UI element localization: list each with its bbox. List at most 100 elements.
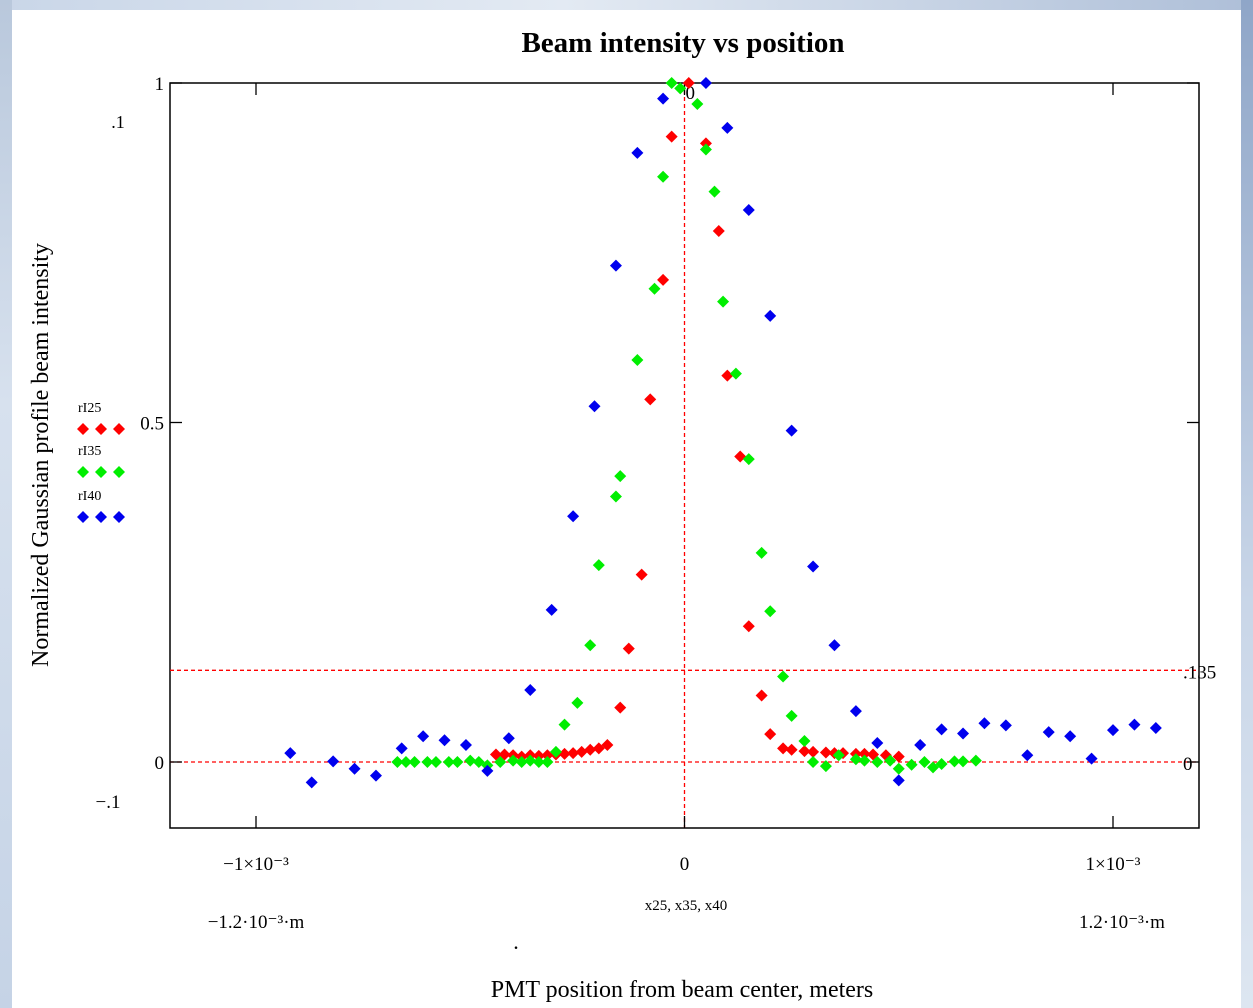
legend-marker [113,511,125,523]
data-point [588,400,601,413]
data-point [721,369,734,382]
x-variables-label: x25, x35, x40 [645,898,728,914]
data-point [584,639,597,652]
data-point [699,143,712,156]
data-point [708,185,721,198]
data-point [948,755,961,768]
x-tick-label-1: 0 [680,854,690,875]
data-point [918,756,931,768]
x-tick-label-2: 1×10⁻³ [1086,854,1141,875]
data-point [999,719,1012,732]
data-point [742,453,755,466]
data-point [777,742,790,755]
legend-marker [95,511,107,523]
data-point [892,762,905,775]
data-points [284,77,1162,789]
legend-label-rI35: rI35 [78,444,101,459]
data-point [395,742,408,755]
y-tick-label-0: 1 [155,74,165,95]
data-point [807,756,820,768]
data-point [755,689,768,702]
window-left-edge [0,0,12,1008]
data-point [622,642,635,655]
data-point [1085,752,1098,765]
data-point [691,98,704,111]
data-point [755,546,768,559]
series-rI25 [489,77,905,763]
data-point [515,756,528,768]
data-point [849,705,862,718]
data-point [892,750,905,763]
window-top-edge [0,0,1253,10]
data-point [832,749,845,762]
data-point [717,295,730,308]
data-point [699,77,712,89]
data-point [665,77,678,89]
data-point [884,754,897,767]
data-point [567,510,580,523]
placeholder-mark: . [514,936,518,953]
data-point [459,739,472,752]
data-point [798,745,811,758]
legend-marker [77,466,89,478]
legend-marker [95,466,107,478]
data-point [369,769,382,782]
legend-marker [113,466,125,478]
data-point [978,717,991,730]
data-point [571,696,584,709]
legend-marker [95,423,107,435]
data-point [764,309,777,322]
data-point [481,764,494,777]
data-point [567,747,580,760]
data-point [1128,718,1141,731]
data-point [549,745,562,758]
marker-lines: .135 0 0 [170,83,1216,828]
data-point [421,756,434,768]
legend: rI25 rI35 rI40 [77,401,125,523]
data-point [849,753,862,766]
data-point [575,745,588,758]
data-point [558,747,571,760]
data-point [614,701,627,714]
data-point [858,754,871,767]
data-point [1021,749,1034,762]
data-point [545,603,558,616]
data-point [284,747,297,760]
data-point [524,684,537,697]
data-point [631,146,644,159]
data-point [657,92,670,105]
data-point [935,758,948,771]
x-axis-label: PMT position from beam center, meters [491,977,874,1003]
data-point [494,756,507,768]
data-point [819,746,832,759]
data-point [905,758,918,771]
data-point [464,754,477,767]
data-point [609,259,622,272]
data-point [712,225,725,238]
data-point [914,739,927,752]
data-point [699,137,712,150]
chart-title: Beam intensity vs position [521,27,844,59]
axis-ticks: −1×10⁻³ 0 1×10⁻³ 1 0.5 0 [140,74,1199,875]
y-range-max-label: .1 [111,112,125,132]
data-point [532,756,545,768]
data-point [558,718,571,731]
data-point [785,424,798,437]
data-point [609,490,622,503]
data-point [348,762,361,775]
data-point [871,756,884,768]
legend-label-rI25: rI25 [78,401,101,416]
marker-label-y-1: 0 [1183,754,1193,775]
data-point [785,743,798,756]
data-point [592,559,605,572]
data-point [1107,724,1119,737]
data-point [892,774,905,787]
data-point [657,273,670,286]
marker-label-x-2: 0 [686,83,696,104]
data-point [532,749,545,762]
data-point [584,743,597,756]
data-point [451,756,464,768]
x-tick-label-0: −1×10⁻³ [223,854,289,875]
data-point [764,605,777,618]
data-point [657,170,670,183]
